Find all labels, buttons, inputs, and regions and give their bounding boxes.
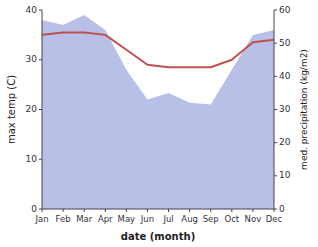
x-tick-label: Mar <box>76 214 93 224</box>
area <box>42 15 274 209</box>
y-axis-label: max temp (C) <box>6 75 17 144</box>
chart: 0 10 20 30 40 0 10 20 30 40 50 60 Jan Feb Mar Apr May Jun… <box>0 0 318 247</box>
chart-container: 0 10 20 30 40 0 10 20 30 40 50 60 Jan Feb Mar Apr May Jun… <box>0 0 318 247</box>
x-tick-label: Oct <box>224 214 239 224</box>
x-tick <box>252 209 253 212</box>
y-tick <box>39 10 42 11</box>
x-tick <box>42 209 43 212</box>
y2-tick-label: 60 <box>279 5 291 15</box>
x-tick <box>274 209 275 212</box>
y2-tick-label: 10 <box>279 170 291 180</box>
x-tick <box>147 209 148 212</box>
y-tick-label: 30 <box>26 54 38 64</box>
x-tick <box>231 209 232 212</box>
y-tick-label: 10 <box>26 154 38 164</box>
x-tick <box>84 209 85 212</box>
plot-area <box>42 15 274 209</box>
x-tick-label: Jul <box>162 214 173 224</box>
x-tick-label: Apr <box>98 214 113 224</box>
y2-tick-label: 30 <box>279 104 291 114</box>
x-tick-label: Jan <box>34 214 48 224</box>
x-tick-label: May <box>118 214 136 224</box>
y-tick <box>39 159 42 160</box>
line <box>42 32 274 67</box>
y2-tick-label: 0 <box>279 204 285 214</box>
x-tick-label: Nov <box>245 214 262 224</box>
y2-tick-label: 50 <box>279 38 291 48</box>
y-tick-label: 0 <box>31 204 37 214</box>
y2-axis-label: med. precipitation (kg/m2) <box>299 49 309 170</box>
y2-tick <box>274 109 277 110</box>
x-tick-label: Aug <box>181 214 198 224</box>
x-tick <box>63 209 64 212</box>
x-tick <box>126 209 127 212</box>
y2-tick-label: 40 <box>279 71 291 81</box>
x-tick <box>105 209 106 212</box>
y2-tick <box>274 142 277 143</box>
x-tick-label: Jun <box>140 214 154 224</box>
x-tick-label: Sep <box>203 214 219 224</box>
x-axis-label: date (month) <box>121 231 195 242</box>
x-tick-label: Dec <box>266 214 283 224</box>
y2-tick-label: 20 <box>279 137 291 147</box>
y2-tick <box>274 76 277 77</box>
x-axis-line <box>42 209 274 210</box>
y2-tick <box>274 10 277 11</box>
x-tick <box>168 209 169 212</box>
y2-tick <box>274 175 277 176</box>
y-tick-label: 20 <box>26 104 38 114</box>
y-tick <box>39 109 42 110</box>
x-tick <box>189 209 190 212</box>
x-tick <box>210 209 211 212</box>
y2-tick <box>274 43 277 44</box>
y-tick <box>39 59 42 60</box>
y-tick-label: 40 <box>26 5 38 15</box>
x-tick-label: Feb <box>56 214 71 224</box>
